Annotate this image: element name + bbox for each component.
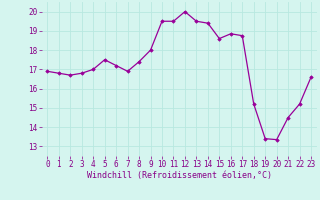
X-axis label: Windchill (Refroidissement éolien,°C): Windchill (Refroidissement éolien,°C)	[87, 171, 272, 180]
